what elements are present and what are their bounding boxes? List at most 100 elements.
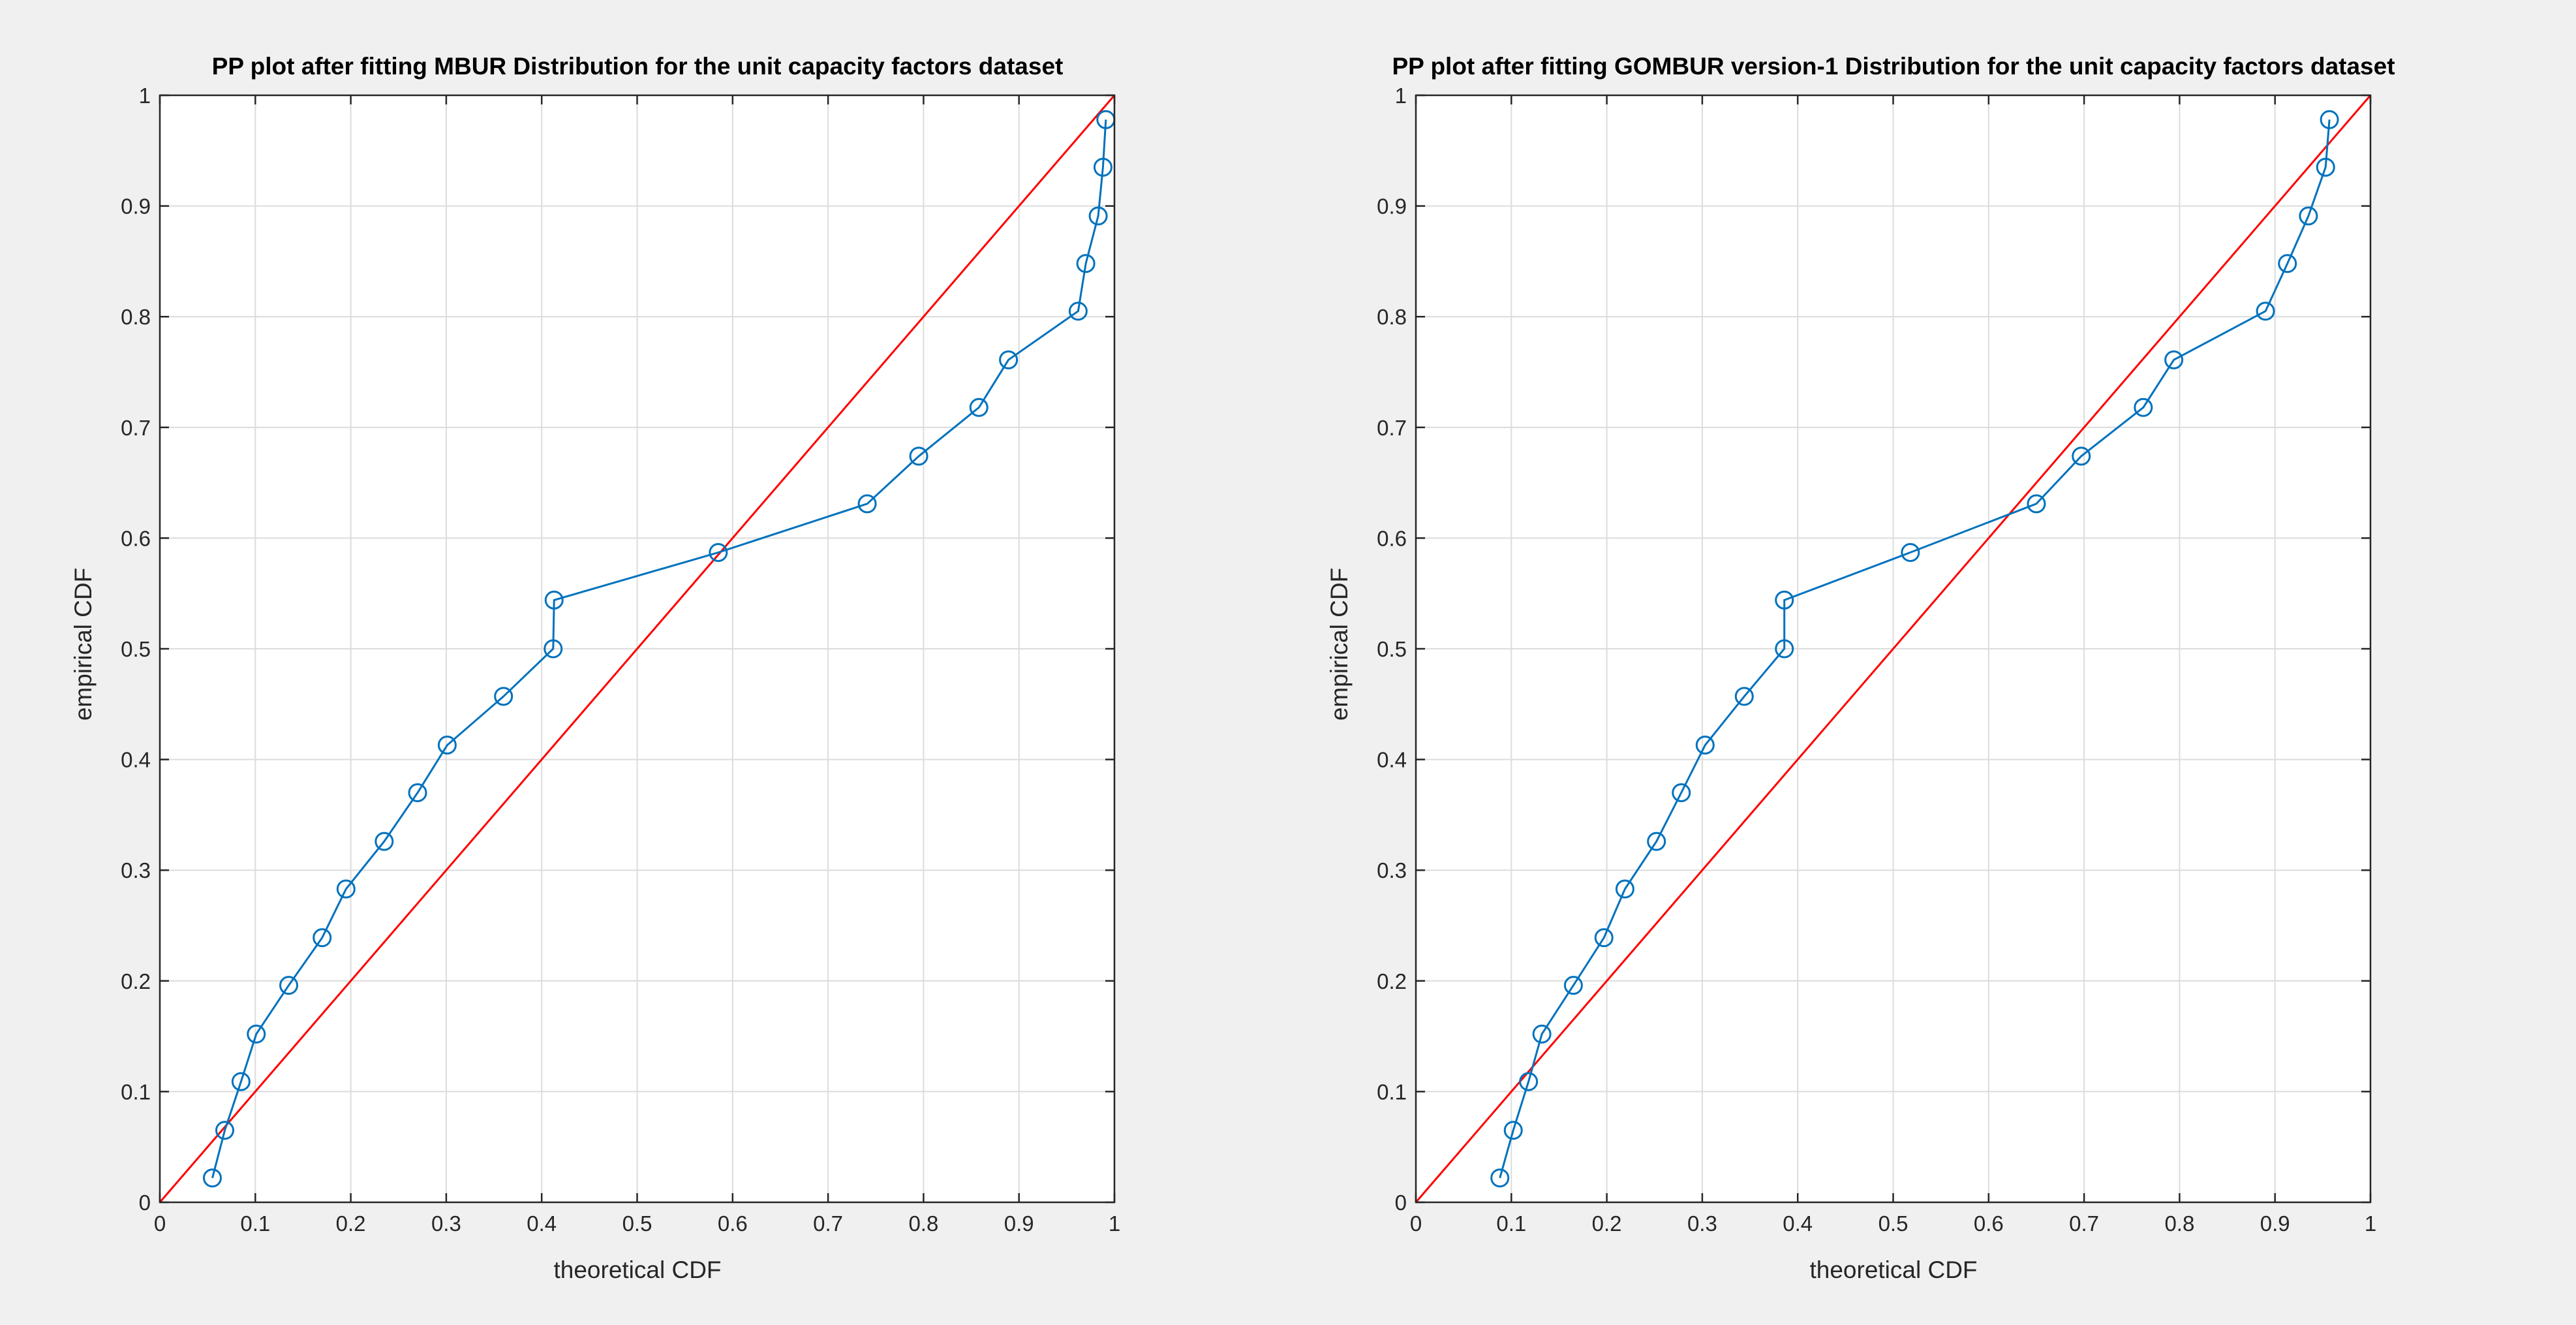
data-point <box>709 542 728 562</box>
y-tick-label: 0.3 <box>1377 858 1407 882</box>
plot-area: 0 0.1 0.2 0.3 0.4 0.5 0.6 0.7 0.8 0.9 1 0 0.1 0.2 0.3 0… <box>121 84 1120 1236</box>
data-point <box>1076 254 1096 273</box>
x-tick-label: 1 <box>2365 1211 2376 1236</box>
data-point <box>2256 302 2275 321</box>
y-tick-label: 0.1 <box>1377 1080 1407 1104</box>
data-point <box>2134 398 2153 417</box>
data-point <box>494 687 514 706</box>
x-axis-label: theoretical CDF <box>553 1256 721 1283</box>
y-tick-label: 0.2 <box>1377 969 1407 993</box>
x-tick-label: 0.6 <box>1974 1211 2004 1236</box>
data-point <box>336 879 356 899</box>
chart-title: PP plot after fitting GOMBUR version-1 D… <box>1392 53 2395 80</box>
x-tick-label: 0.3 <box>431 1211 461 1236</box>
data-point <box>2027 494 2046 514</box>
x-tick-label: 0 <box>1410 1211 1422 1236</box>
x-tick-label: 0.7 <box>2069 1211 2099 1236</box>
data-point <box>1490 1168 1510 1188</box>
x-tick-label: 0.5 <box>622 1211 652 1236</box>
y-tick-label: 0.4 <box>121 748 151 772</box>
data-point <box>1615 879 1634 899</box>
x-tick-label: 1 <box>1109 1211 1120 1236</box>
x-axis-label: theoretical CDF <box>1809 1256 1977 1283</box>
y-tick-label: 1 <box>139 84 151 108</box>
chart-title: PP plot after fitting MBUR Distribution … <box>212 53 1064 80</box>
y-tick-label: 0.9 <box>121 195 151 219</box>
data-point <box>544 590 564 610</box>
plot-area: 0 0.1 0.2 0.3 0.4 0.5 0.6 0.7 0.8 0.9 1 0 0.1 0.2 0.3 0… <box>1377 84 2376 1236</box>
pp-plot-gombur-v1: 0 0.1 0.2 0.3 0.4 0.5 0.6 0.7 0.8 0.9 1 0 0.1 0.2 0.3 0… <box>1326 53 2395 1283</box>
y-tick-label: 0.8 <box>121 305 151 329</box>
y-tick-label: 1 <box>1395 84 1407 108</box>
y-tick-label: 0.7 <box>1377 416 1407 440</box>
data-point <box>1734 687 1754 706</box>
x-tick-label: 0.1 <box>240 1211 270 1236</box>
data-point <box>1672 783 1691 802</box>
data-point <box>1901 542 1920 562</box>
data-point <box>1093 157 1112 177</box>
y-tick-label: 0.2 <box>121 969 151 993</box>
data-point <box>408 783 427 802</box>
x-tick-label: 0.2 <box>1592 1211 1622 1236</box>
y-tick-label: 0.3 <box>121 858 151 882</box>
data-point <box>2164 350 2184 369</box>
data-point <box>375 832 394 851</box>
data-point <box>2316 157 2335 177</box>
data-point <box>247 1024 266 1044</box>
data-point <box>1088 206 1108 226</box>
y-tick-label: 0.9 <box>1377 195 1407 219</box>
series-line <box>1499 119 2331 1179</box>
data-point <box>2278 254 2297 273</box>
data-point <box>231 1072 251 1091</box>
data-point <box>313 928 332 948</box>
data-point <box>1775 590 1794 610</box>
x-tick-label: 0 <box>154 1211 166 1236</box>
series-line <box>211 119 1107 1179</box>
data-point <box>1519 1072 1539 1091</box>
x-tick-label: 0.4 <box>1783 1211 1813 1236</box>
x-tick-label: 0.5 <box>1878 1211 1909 1236</box>
data-point <box>1563 976 1583 995</box>
x-tick-label: 0.7 <box>813 1211 843 1236</box>
x-tick-label: 0.9 <box>2260 1211 2290 1236</box>
data-point <box>1775 639 1794 659</box>
y-tick-label: 0.6 <box>1377 526 1407 550</box>
y-tick-label: 0 <box>1395 1191 1407 1215</box>
x-tick-label: 0.8 <box>2164 1211 2194 1236</box>
reference-line <box>1415 95 2372 1203</box>
x-tick-label: 0.2 <box>336 1211 366 1236</box>
data-point <box>1503 1121 1523 1140</box>
y-tick-label: 0.5 <box>121 637 151 661</box>
y-tick-label: 0.8 <box>1377 305 1407 329</box>
y-tick-label: 0.4 <box>1377 748 1407 772</box>
data-point <box>1532 1024 1552 1044</box>
y-tick-label: 0.5 <box>1377 637 1407 661</box>
data-point <box>544 639 563 659</box>
data-point <box>2299 206 2318 226</box>
y-tick-label: 0.6 <box>121 526 151 550</box>
data-point <box>2072 446 2091 466</box>
data-point <box>969 398 989 417</box>
data-point <box>279 976 299 995</box>
pp-plot-mbur: 0 0.1 0.2 0.3 0.4 0.5 0.6 0.7 0.8 0.9 1 0 0.1 0.2 0.3 0… <box>70 53 1120 1283</box>
reference-line <box>159 95 1116 1203</box>
x-tick-label: 0.3 <box>1687 1211 1717 1236</box>
y-tick-label: 0.7 <box>121 416 151 440</box>
x-tick-label: 0.6 <box>718 1211 748 1236</box>
y-axis-label: empirical CDF <box>1326 568 1353 721</box>
data-point <box>1068 302 1088 321</box>
data-point <box>999 350 1019 369</box>
data-point <box>2320 110 2339 129</box>
y-tick-label: 0 <box>139 1191 151 1215</box>
data-point <box>909 446 928 466</box>
data-point <box>1594 928 1614 948</box>
y-tick-label: 0.1 <box>121 1080 151 1104</box>
x-tick-label: 0.8 <box>908 1211 938 1236</box>
data-point <box>857 494 877 514</box>
data-point <box>215 1121 234 1140</box>
data-point <box>437 736 457 755</box>
x-tick-label: 0.1 <box>1496 1211 1526 1236</box>
data-point <box>1647 832 1666 851</box>
data-point <box>1695 736 1715 755</box>
